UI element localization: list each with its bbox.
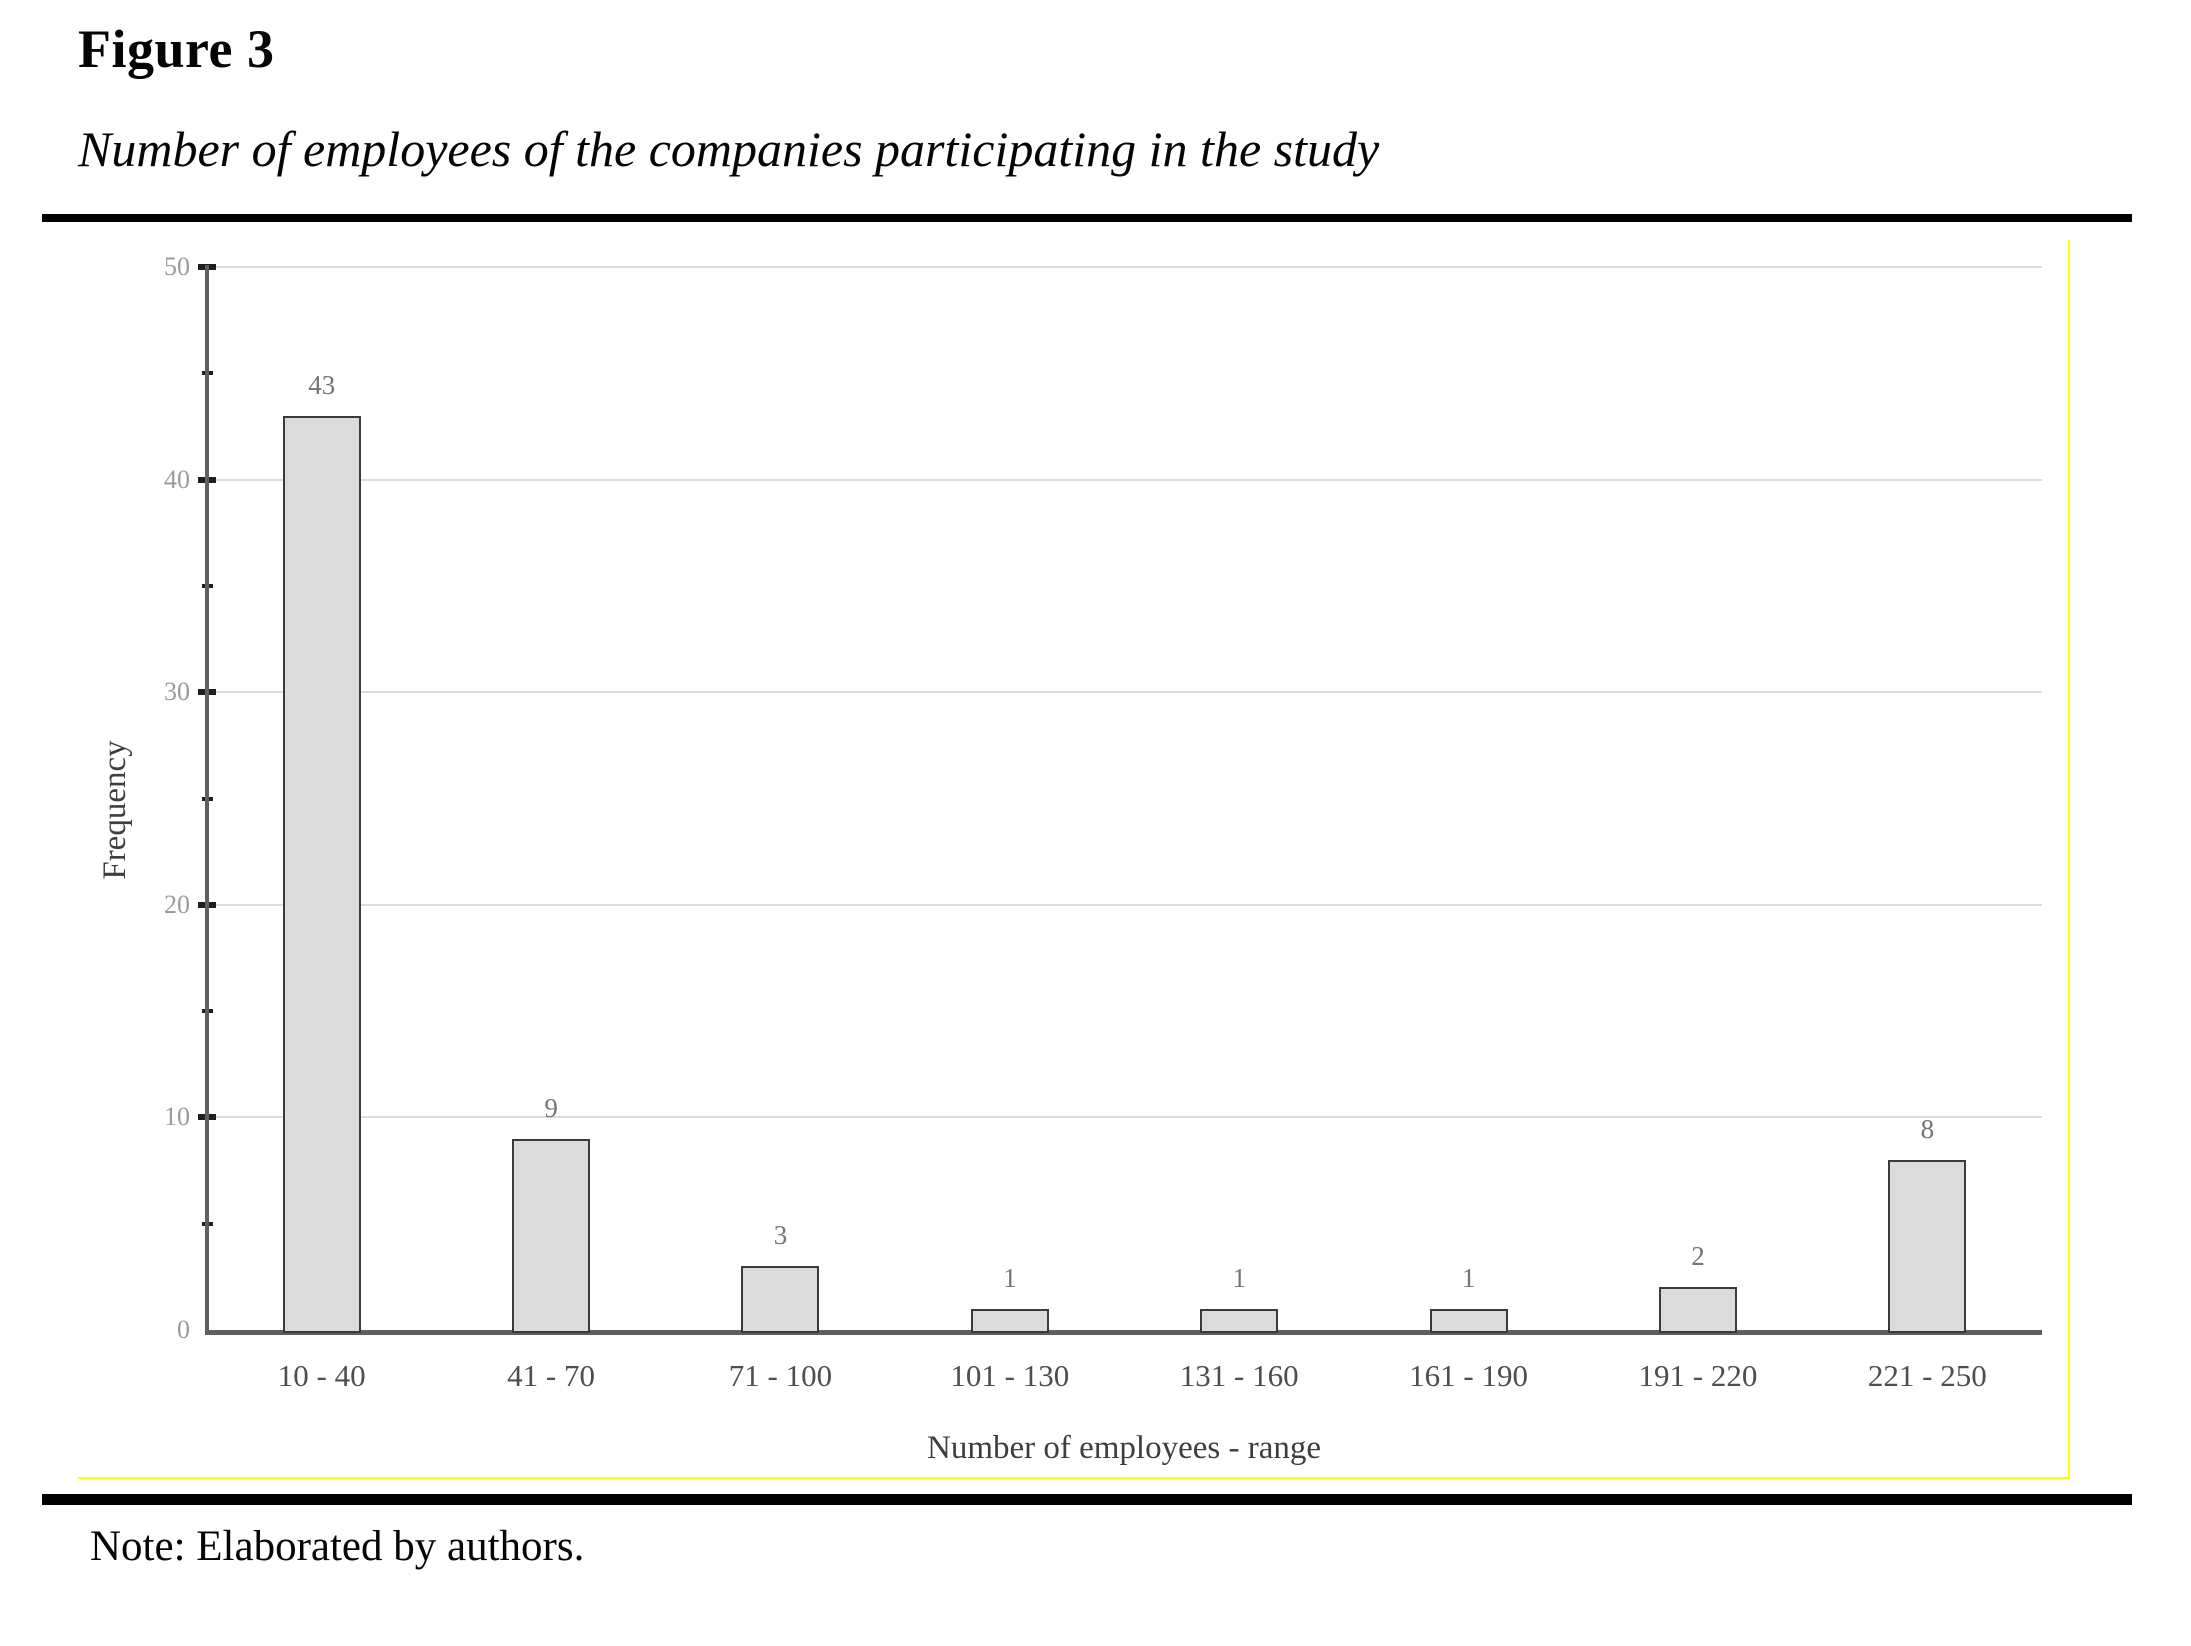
bar bbox=[1658, 1287, 1737, 1333]
bar-value-label: 43 bbox=[308, 369, 336, 400]
y-tick-label: 40 bbox=[164, 464, 190, 494]
bar bbox=[741, 1266, 820, 1333]
x-tick-label: 101 - 130 bbox=[950, 1358, 1070, 1393]
bar bbox=[1200, 1308, 1279, 1333]
y-gridline bbox=[207, 478, 2042, 481]
bar bbox=[1429, 1308, 1508, 1333]
y-tick-label: 50 bbox=[164, 252, 190, 281]
bar bbox=[512, 1138, 591, 1333]
bar-value-label: 3 bbox=[773, 1220, 788, 1251]
bar bbox=[970, 1308, 1049, 1333]
bar-value-label: 9 bbox=[544, 1092, 558, 1123]
x-tick-label: 161 - 190 bbox=[1409, 1358, 1528, 1393]
x-tick-label: 41 - 70 bbox=[507, 1358, 595, 1393]
x-tick-label: 71 - 100 bbox=[728, 1358, 833, 1393]
x-tick-label: 10 - 40 bbox=[277, 1358, 366, 1393]
x-axis-line bbox=[205, 1330, 2042, 1335]
y-tick-label: 30 bbox=[164, 677, 190, 707]
bar-chart: Frequency Number of employees - range 0 1… bbox=[78, 240, 2070, 1479]
figure-label: Figure 3 bbox=[78, 19, 275, 79]
y-tick-label: 10 bbox=[164, 1102, 190, 1132]
figure-caption: Number of employees of the companies par… bbox=[78, 121, 1380, 177]
bar-value-label: 8 bbox=[1920, 1113, 1935, 1144]
y-tick-label: 20 bbox=[164, 889, 190, 919]
y-gridline bbox=[207, 266, 2042, 268]
y-gridline bbox=[207, 691, 2042, 694]
bar-value-label: 2 bbox=[1691, 1241, 1705, 1272]
y-gridline bbox=[207, 1116, 2042, 1119]
x-axis-title: Number of employees - range bbox=[926, 1430, 1322, 1466]
y-gridline bbox=[207, 903, 2042, 906]
x-tick-label: 191 - 220 bbox=[1638, 1358, 1758, 1393]
y-axis-line bbox=[205, 265, 209, 1334]
horizontal-rule-bottom bbox=[42, 1494, 2132, 1505]
x-tick-label: 221 - 250 bbox=[1867, 1358, 1987, 1393]
x-tick-label: 131 - 160 bbox=[1179, 1358, 1299, 1393]
y-tick-label: 0 bbox=[177, 1315, 190, 1344]
bar-value-label: 1 bbox=[1461, 1262, 1476, 1293]
bar bbox=[282, 415, 361, 1333]
figure-note: Note: Elaborated by authors. bbox=[90, 1523, 585, 1570]
y-axis-title: Frequency bbox=[97, 740, 133, 880]
bar-value-label: 1 bbox=[1003, 1262, 1017, 1293]
horizontal-rule-top bbox=[42, 214, 2132, 222]
bar-value-label: 1 bbox=[1232, 1262, 1246, 1293]
bar bbox=[1888, 1159, 1967, 1333]
